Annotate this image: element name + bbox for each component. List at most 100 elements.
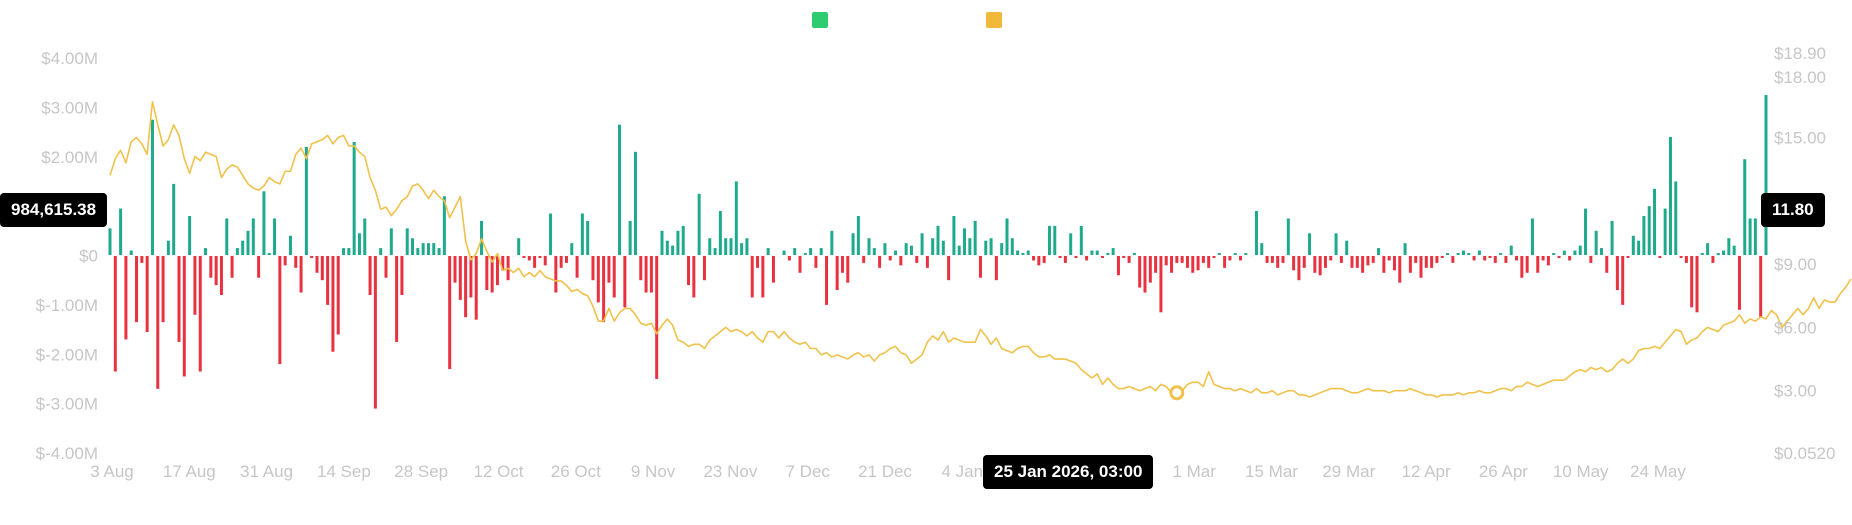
inflow-bar[interactable] — [1430, 255, 1434, 268]
inflow-bar[interactable] — [676, 230, 680, 256]
inflow-bar[interactable] — [150, 119, 154, 256]
inflow-bar[interactable] — [1026, 250, 1030, 256]
inflow-bar[interactable] — [1132, 253, 1136, 256]
inflow-bar[interactable] — [405, 228, 409, 256]
inflow-bar[interactable] — [978, 255, 982, 278]
inflow-bar[interactable] — [1265, 255, 1269, 263]
inflow-bar[interactable] — [1377, 248, 1381, 256]
inflow-bar[interactable] — [1552, 253, 1556, 256]
inflow-bar[interactable] — [872, 248, 876, 256]
inflow-bar[interactable] — [1647, 206, 1651, 256]
inflow-bar[interactable] — [1010, 238, 1014, 256]
inflow-bar[interactable] — [920, 233, 924, 256]
inflow-bar[interactable] — [1122, 255, 1126, 258]
inflow-bar[interactable] — [740, 243, 744, 256]
inflow-bar[interactable] — [299, 255, 303, 293]
inflow-bar[interactable] — [1493, 255, 1497, 263]
inflow-bar[interactable] — [469, 255, 473, 298]
inflow-bar[interactable] — [543, 255, 547, 266]
inflow-bar[interactable] — [1074, 255, 1078, 258]
inflow-bar[interactable] — [612, 255, 616, 298]
inflow-bar[interactable] — [283, 255, 287, 266]
inflow-bar[interactable] — [1366, 255, 1370, 266]
inflow-bar[interactable] — [973, 220, 977, 256]
inflow-bar[interactable] — [1127, 255, 1131, 263]
inflow-bar[interactable] — [766, 248, 770, 256]
inflow-bar[interactable] — [315, 255, 319, 273]
inflow-bar[interactable] — [1371, 255, 1375, 263]
inflow-bar[interactable] — [1557, 255, 1561, 258]
inflow-bar[interactable] — [851, 233, 855, 256]
inflow-bar[interactable] — [320, 255, 324, 281]
inflow-bar[interactable] — [596, 255, 600, 303]
inflow-bar[interactable] — [448, 255, 452, 370]
inflow-bar[interactable] — [1759, 255, 1763, 318]
inflow-bar[interactable] — [1239, 255, 1243, 261]
inflow-bar[interactable] — [931, 238, 935, 256]
inflow-bar[interactable] — [1180, 255, 1184, 263]
inflow-bar[interactable] — [331, 255, 335, 352]
inflow-bar[interactable] — [825, 255, 829, 305]
inflow-bar[interactable] — [708, 238, 712, 256]
inflow-bar[interactable] — [734, 181, 738, 256]
inflow-bar[interactable] — [1504, 255, 1508, 263]
inflow-bar[interactable] — [1599, 248, 1603, 256]
inflow-bar[interactable] — [490, 255, 494, 293]
inflow-bar[interactable] — [1175, 255, 1179, 263]
inflow-bar[interactable] — [1244, 253, 1248, 256]
inflow-bar[interactable] — [782, 250, 786, 256]
inflow-bar[interactable] — [119, 208, 123, 256]
inflow-bar[interactable] — [1403, 243, 1407, 256]
inflow-bar[interactable] — [952, 216, 956, 256]
inflow-bar[interactable] — [761, 255, 765, 298]
inflow-bar[interactable] — [458, 255, 462, 300]
inflow-bar[interactable] — [193, 255, 197, 315]
inflow-bar[interactable] — [1706, 243, 1710, 256]
inflow-bar[interactable] — [1350, 255, 1354, 268]
inflow-bar[interactable] — [453, 255, 457, 283]
inflow-bar[interactable] — [113, 255, 117, 372]
inflow-bar[interactable] — [957, 245, 961, 256]
inflow-bar[interactable] — [1000, 243, 1004, 256]
inflow-bar[interactable] — [1499, 253, 1503, 256]
inflow-bar[interactable] — [1233, 253, 1237, 256]
inflow-bar[interactable] — [1589, 255, 1593, 263]
inflow-bar[interactable] — [416, 248, 420, 256]
inflow-bar[interactable] — [1212, 255, 1216, 258]
inflow-bar[interactable] — [687, 255, 691, 286]
inflow-bar[interactable] — [1292, 255, 1296, 271]
inflow-bar[interactable] — [994, 255, 998, 281]
inflow-bar[interactable] — [1005, 218, 1009, 256]
inflow-bar[interactable] — [267, 253, 271, 256]
inflow-bar[interactable] — [257, 255, 261, 278]
inflow-bar[interactable] — [1047, 225, 1051, 256]
inflow-bar[interactable] — [1684, 255, 1688, 263]
inflow-bar[interactable] — [1302, 255, 1306, 268]
inflow-bar[interactable] — [963, 228, 967, 256]
inflow-bar[interactable] — [352, 141, 356, 256]
inflow-bar[interactable] — [156, 255, 160, 389]
inflow-bar[interactable] — [251, 218, 255, 256]
inflow-bar[interactable] — [389, 228, 393, 256]
inflow-bar[interactable] — [336, 255, 340, 335]
inflow-bar[interactable] — [1509, 245, 1513, 256]
inflow-bar[interactable] — [1201, 255, 1205, 263]
inflow-bar[interactable] — [575, 255, 579, 278]
inflow-bar[interactable] — [1323, 255, 1327, 268]
inflow-bar[interactable] — [1016, 250, 1020, 256]
inflow-bar[interactable] — [1610, 220, 1614, 256]
inflow-bar[interactable] — [294, 255, 298, 268]
inflow-bar[interactable] — [564, 255, 568, 263]
inflow-bar[interactable] — [1254, 211, 1258, 256]
inflow-bar[interactable] — [140, 255, 144, 263]
inflow-bar[interactable] — [1085, 255, 1089, 261]
inflow-bar[interactable] — [135, 255, 139, 323]
inflow-bar[interactable] — [1642, 216, 1646, 256]
inflow-bar[interactable] — [628, 220, 632, 256]
inflow-bar[interactable] — [495, 255, 499, 286]
inflow-bar[interactable] — [1461, 250, 1465, 256]
inflow-bar[interactable] — [1663, 208, 1667, 256]
inflow-bar[interactable] — [188, 216, 192, 256]
inflow-bar[interactable] — [527, 255, 531, 261]
inflow-bar[interactable] — [517, 238, 521, 256]
